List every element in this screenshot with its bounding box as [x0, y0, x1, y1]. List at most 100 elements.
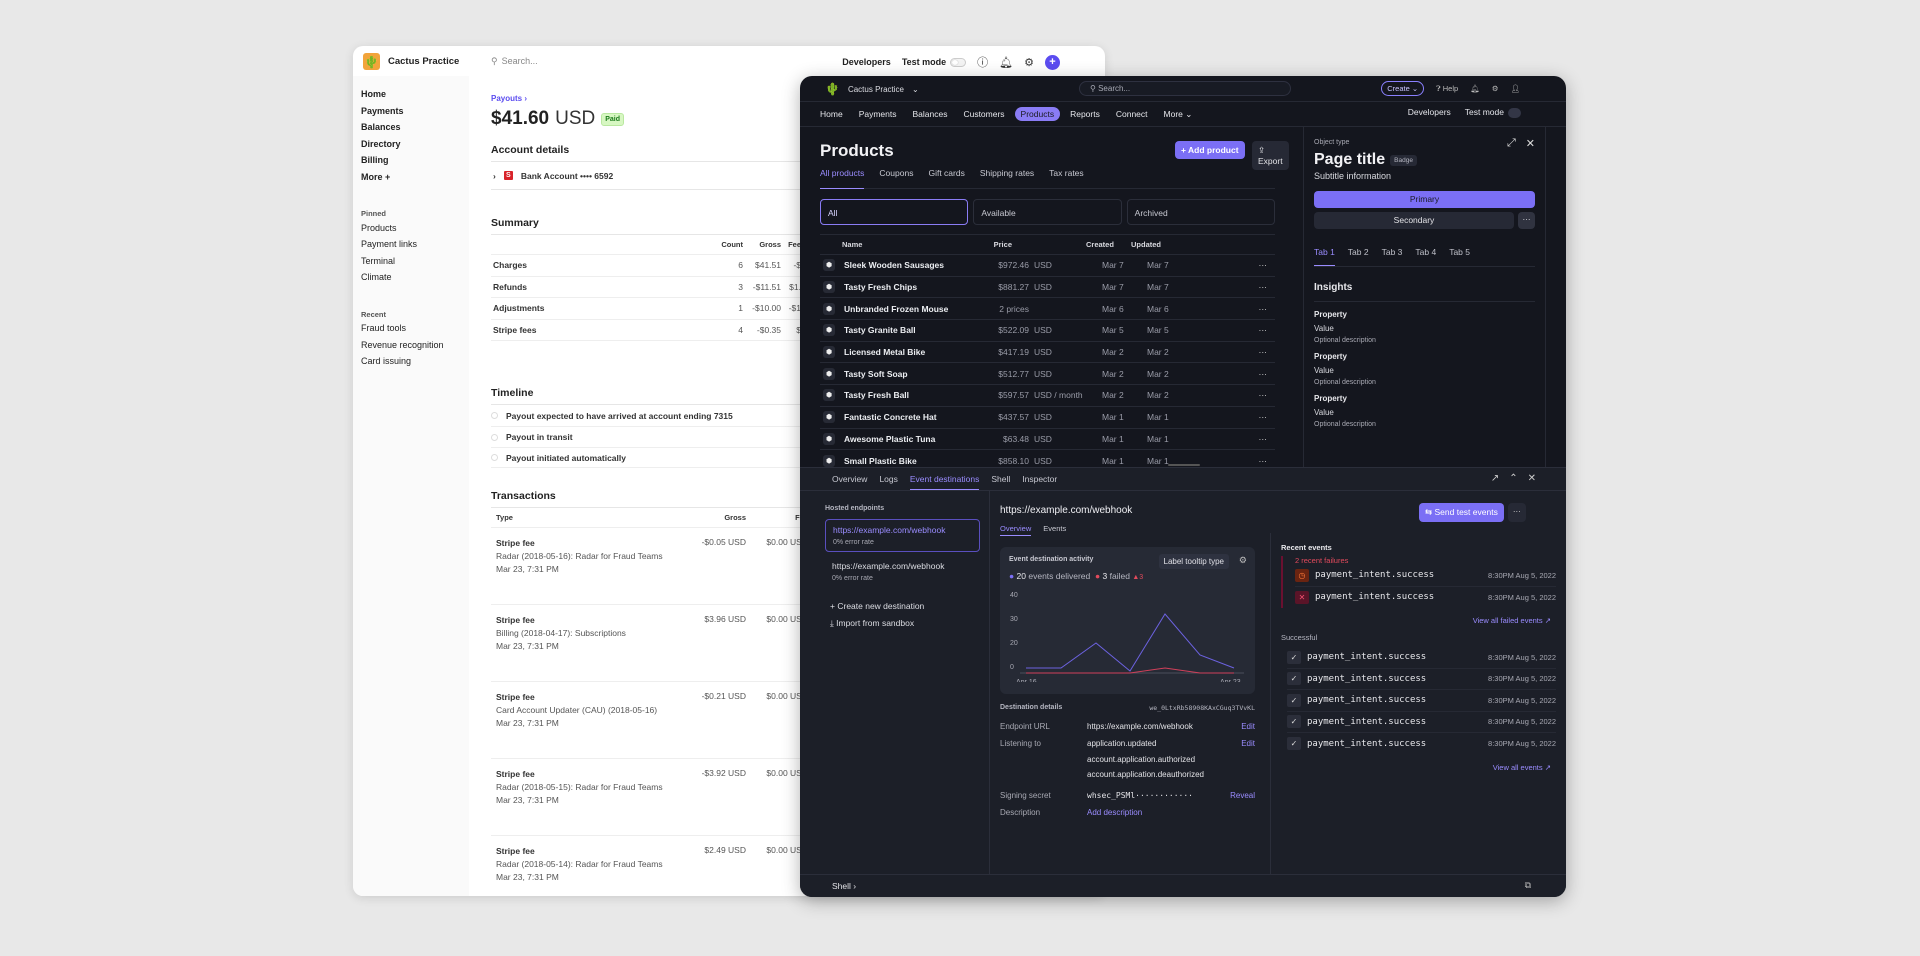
table-row[interactable]: ⬢ Tasty Granite Ball $522.09 USD Mar 5 Mar 5 ·…: [820, 319, 1275, 341]
toggle-switch[interactable]: [950, 58, 967, 68]
table-row[interactable]: ⬢ Small Plastic Bike $858.10 USD Mar 1 Mar 1 ·…: [820, 449, 1275, 471]
send-test-events-button[interactable]: ⇆ Send test events: [1419, 503, 1504, 522]
endpoint-item-selected[interactable]: https://example.com/webhook 0% error rate: [825, 519, 980, 552]
reveal-secret-link[interactable]: Reveal: [1230, 790, 1255, 800]
sidebar-item-payments[interactable]: Payments: [361, 105, 404, 116]
nav-balances[interactable]: Balances: [912, 109, 948, 119]
sidebar-item-home[interactable]: Home: [361, 89, 387, 99]
tab-all-products[interactable]: All products: [820, 168, 865, 189]
primary-button[interactable]: Primary: [1314, 191, 1535, 208]
row-menu-icon[interactable]: ···: [1258, 303, 1268, 314]
import-sandbox-button[interactable]: ⤓ Import from sandbox: [830, 618, 915, 628]
row-menu-icon[interactable]: ···: [1258, 455, 1268, 466]
shell-toggle[interactable]: Shell ›: [832, 881, 857, 891]
tab-coupons[interactable]: Coupons: [879, 168, 914, 178]
nav-more[interactable]: More ⌄: [1163, 108, 1193, 119]
popout-icon[interactable]: ↗: [1490, 473, 1500, 484]
sidebar-item-balances[interactable]: Balances: [361, 122, 401, 132]
sidebar-item-terminal[interactable]: Terminal: [361, 255, 396, 266]
view-failed-events-link[interactable]: View all failed events ↗: [1472, 616, 1551, 625]
tab-events[interactable]: Events: [1043, 524, 1067, 533]
event-row[interactable]: ✓ payment_intent.success 8:30PM Aug 5, 202…: [1287, 669, 1556, 690]
table-row[interactable]: ⬢ Licensed Metal Bike $417.19 USD Mar 2 Mar 2…: [820, 340, 1275, 363]
row-menu-icon[interactable]: ···: [1258, 368, 1268, 379]
tab-logs[interactable]: Logs: [879, 474, 898, 484]
expand-icon[interactable]: ⧉: [1524, 880, 1531, 890]
secondary-button[interactable]: Secondary: [1314, 212, 1514, 229]
table-row[interactable]: ⬢ Tasty Soft Soap $512.77 USD Mar 2 Mar 2 ···: [820, 362, 1275, 384]
event-row[interactable]: ✕ payment_intent.success 8:30PM Aug 5, 202…: [1295, 587, 1556, 609]
table-row[interactable]: ⬢ Awesome Plastic Tuna $63.48 USD Mar 1 Mar 1…: [820, 427, 1275, 450]
endpoint-item[interactable]: https://example.com/webhook 0% error rate: [832, 561, 945, 582]
nav-connect[interactable]: Connect: [1115, 109, 1148, 119]
tab-5[interactable]: Tab 5: [1449, 247, 1470, 257]
collapse-icon[interactable]: ⌃: [1509, 473, 1518, 484]
row-menu-icon[interactable]: ···: [1258, 433, 1268, 444]
table-row[interactable]: ⬢ Tasty Fresh Ball $597.57 USD / month Mar 2…: [820, 384, 1275, 406]
tab-shell[interactable]: Shell: [991, 474, 1011, 484]
add-product-button[interactable]: + Add product: [1175, 141, 1245, 159]
more-options-icon[interactable]: ···: [1507, 503, 1526, 522]
sidebar-item-billing[interactable]: Billing: [361, 155, 389, 165]
bank-account-row[interactable]: › S Bank Account •••• 6592: [493, 170, 614, 181]
gear-icon[interactable]: ⚙: [1238, 555, 1247, 565]
create-plus-icon[interactable]: +: [1045, 54, 1060, 70]
sidebar-item-fraud-tools[interactable]: Fraud tools: [361, 323, 407, 333]
row-menu-icon[interactable]: ···: [1258, 260, 1268, 271]
account-switcher[interactable]: 🌵 Cactus Practice: [363, 53, 459, 70]
sidebar-item-directory[interactable]: Directory: [361, 138, 401, 149]
user-icon[interactable]: 👤︎: [1510, 84, 1520, 93]
resize-handle[interactable]: [1168, 464, 1200, 466]
create-destination-button[interactable]: + Create new destination: [830, 601, 925, 611]
close-icon[interactable]: ✕: [1525, 138, 1535, 150]
sidebar-item-revenue-recognition[interactable]: Revenue recognition: [361, 339, 444, 350]
row-menu-icon[interactable]: ···: [1258, 412, 1268, 423]
row-menu-icon[interactable]: ···: [1258, 347, 1268, 358]
sidebar-item-card-issuing[interactable]: Card issuing: [361, 356, 412, 366]
tooltip-type-selector[interactable]: Label tooltip type: [1158, 554, 1229, 569]
create-button[interactable]: Create ⌄: [1381, 81, 1425, 96]
view-all-events-link[interactable]: View all events ↗: [1492, 762, 1551, 772]
table-row[interactable]: ⬢ Fantastic Concrete Hat $437.57 USD Mar 1 Ma…: [820, 405, 1275, 428]
gear-icon[interactable]: ⚙: [1491, 84, 1499, 93]
close-icon[interactable]: ✕: [1527, 473, 1536, 484]
event-row[interactable]: ✓ payment_intent.success 8:30PM Aug 5, 202…: [1287, 647, 1556, 669]
event-row[interactable]: ✓ payment_intent.success 8:30PM Aug 5, 202…: [1287, 733, 1556, 755]
tab-overview[interactable]: Overview: [1000, 524, 1032, 536]
event-row[interactable]: ✓ payment_intent.success 8:30PM Aug 5, 202…: [1287, 712, 1556, 733]
nav-reports[interactable]: Reports: [1070, 109, 1100, 119]
table-row[interactable]: ⬢ Tasty Fresh Chips $881.27 USD Mar 7 Mar 7 ··…: [820, 275, 1275, 298]
edit-url-link[interactable]: Edit: [1241, 722, 1255, 731]
row-menu-icon[interactable]: ···: [1258, 325, 1268, 336]
nav-home[interactable]: Home: [820, 109, 843, 119]
row-menu-icon[interactable]: ···: [1258, 282, 1268, 293]
tab-1[interactable]: Tab 1: [1314, 247, 1335, 266]
row-menu-icon[interactable]: ···: [1258, 390, 1268, 401]
bell-icon[interactable]: 🔔︎: [1470, 84, 1480, 93]
edit-events-link[interactable]: Edit: [1241, 739, 1255, 748]
add-description-link[interactable]: Add description: [1087, 807, 1143, 817]
account-switcher[interactable]: 🌵 Cactus Practice ⌄: [825, 82, 919, 96]
filter-available[interactable]: Available: [973, 199, 1122, 225]
tab-3[interactable]: Tab 3: [1381, 247, 1403, 257]
test-mode-toggle[interactable]: Test mode: [1465, 107, 1521, 118]
search-input[interactable]: ⚲ Search...: [1079, 81, 1291, 96]
tab-event-destinations[interactable]: Event destinations: [909, 468, 980, 490]
tab-2[interactable]: Tab 2: [1347, 247, 1369, 257]
nav-products[interactable]: Products: [1014, 107, 1061, 121]
event-row[interactable]: ◷ payment_intent.success 8:30PM Aug 5, 202…: [1295, 565, 1556, 587]
tab-inspector[interactable]: Inspector: [1022, 474, 1058, 484]
breadcrumb[interactable]: Payouts ›: [491, 94, 528, 103]
help-icon[interactable]: ⓘ: [977, 57, 989, 69]
developers-link[interactable]: Developers: [1407, 107, 1451, 118]
gear-icon[interactable]: ⚙: [1024, 56, 1034, 69]
nav-customers[interactable]: Customers: [963, 109, 1005, 119]
more-options-icon[interactable]: ···: [1518, 212, 1535, 229]
event-row[interactable]: ✓ payment_intent.success 8:30PM Aug 5, 202…: [1287, 690, 1556, 712]
search-input[interactable]: ⚲ Search...: [491, 56, 538, 66]
filter-archived[interactable]: Archived: [1126, 199, 1275, 225]
tab-4[interactable]: Tab 4: [1415, 247, 1437, 257]
tab-shipping-rates[interactable]: Shipping rates: [979, 168, 1035, 178]
bell-icon[interactable]: 🔔︎: [999, 56, 1014, 69]
tab-overview[interactable]: Overview: [832, 474, 868, 484]
